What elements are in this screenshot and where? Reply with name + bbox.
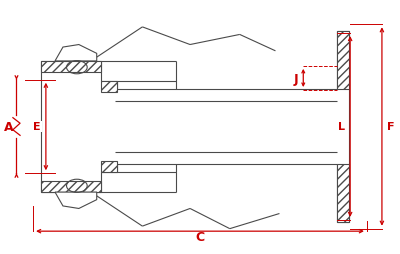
Polygon shape xyxy=(41,181,101,192)
Text: L: L xyxy=(338,122,345,132)
Polygon shape xyxy=(337,31,349,89)
Polygon shape xyxy=(101,161,116,172)
Polygon shape xyxy=(101,82,116,93)
Text: F: F xyxy=(387,122,394,132)
Polygon shape xyxy=(337,165,349,223)
Polygon shape xyxy=(55,192,97,209)
Polygon shape xyxy=(41,62,101,73)
Text: C: C xyxy=(196,231,204,244)
Polygon shape xyxy=(55,45,97,62)
Text: A: A xyxy=(4,121,13,133)
Text: E: E xyxy=(33,122,41,132)
Text: J: J xyxy=(294,72,298,85)
